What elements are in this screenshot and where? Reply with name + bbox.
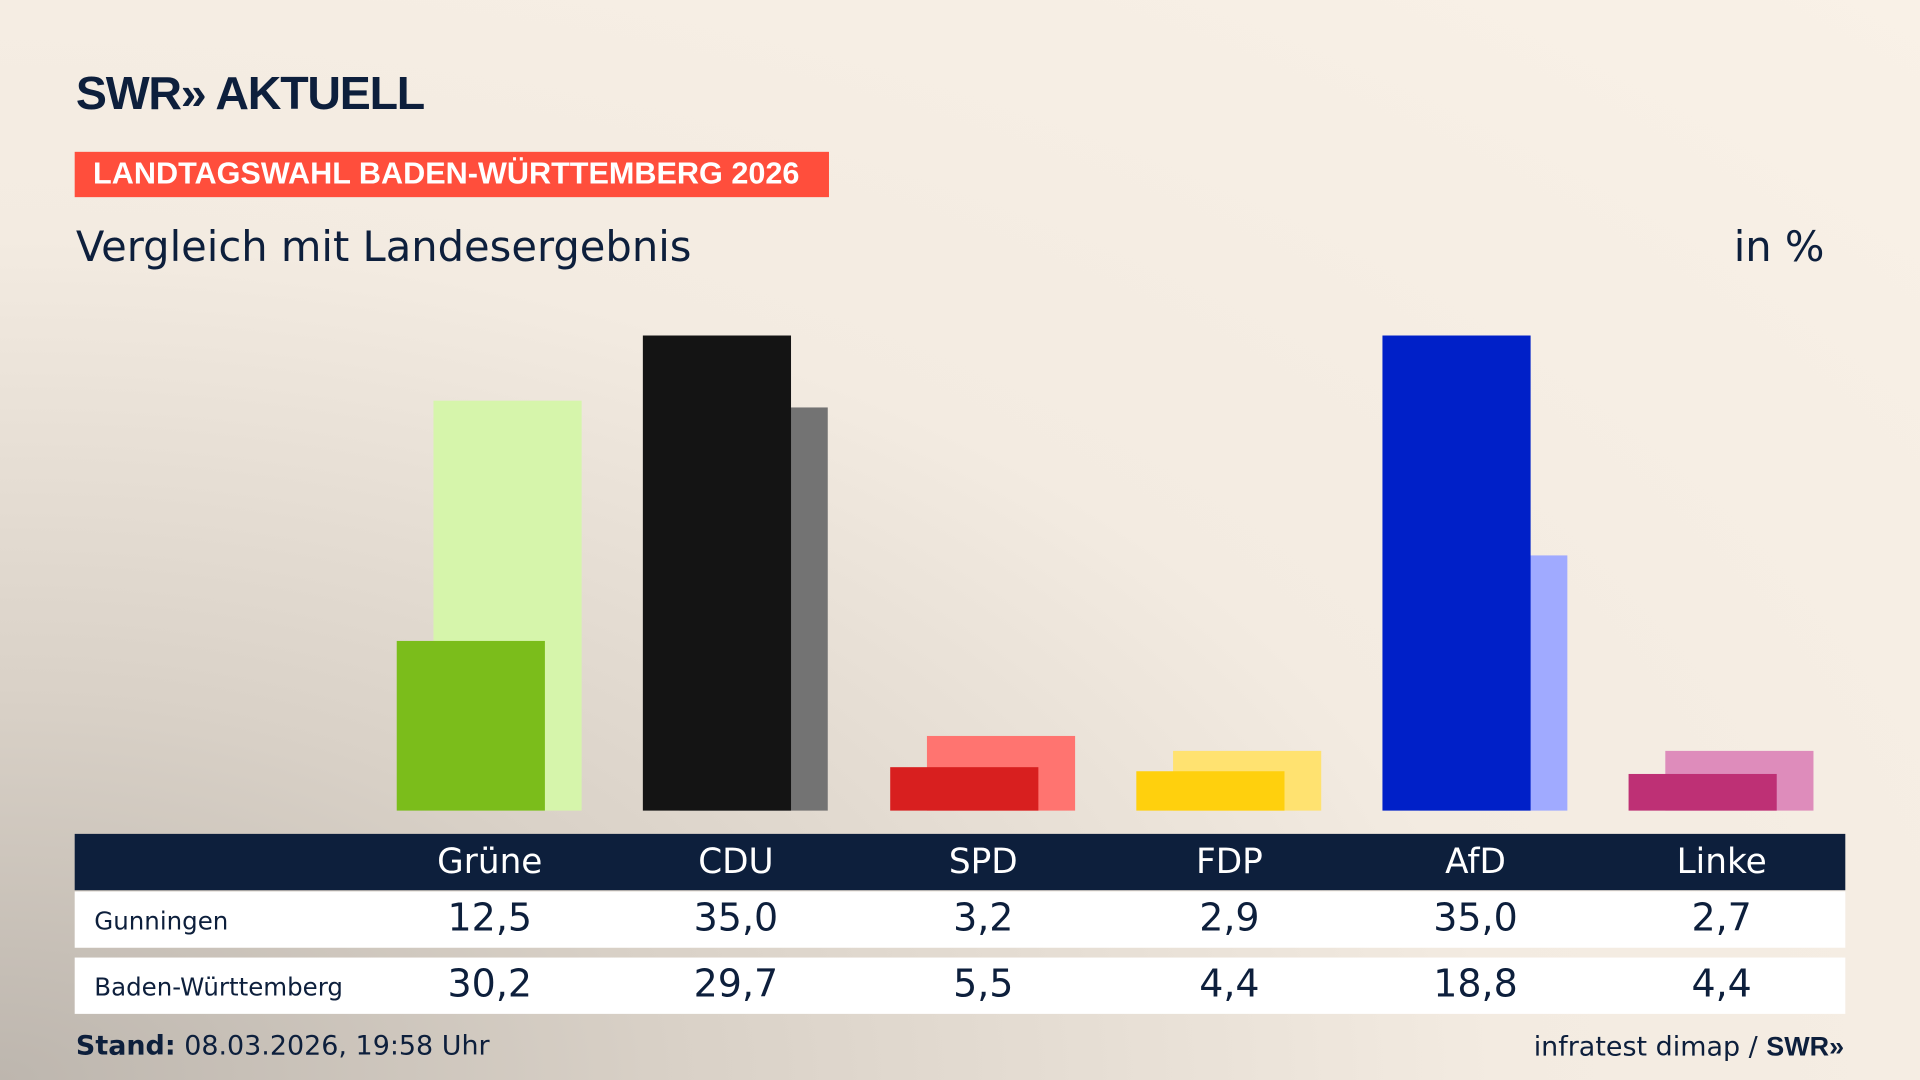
value-cell: 2,9: [1199, 896, 1260, 941]
bar-spd-local: [890, 767, 1039, 811]
swr-logo: SWR»: [1766, 1031, 1845, 1062]
row-label: Baden-Württemberg: [94, 972, 343, 1002]
table-header: Grüne CDU SPD FDP AfD Linke: [74, 833, 1846, 891]
column-header: CDU: [698, 841, 774, 882]
value-cell: 29,7: [693, 962, 779, 1007]
bar-linke-local: [1628, 773, 1777, 811]
row-label: Gunningen: [94, 906, 229, 936]
column-header: SPD: [948, 841, 1018, 882]
value-cell: 4,4: [1199, 962, 1260, 1007]
source: infratest dimap / SWR»: [1534, 1031, 1844, 1063]
election-banner: LANDTAGSWAHL BADEN-WÜRTTEMBERG 2026: [74, 151, 829, 198]
value-cell: 3,2: [953, 896, 1014, 941]
column-header: AfD: [1445, 841, 1506, 882]
value-cell: 5,5: [953, 962, 1014, 1007]
value-cell: 35,0: [693, 896, 779, 941]
bar-afd-local: [1382, 335, 1531, 811]
unit-label: in %: [1733, 222, 1825, 272]
column-header: Linke: [1676, 841, 1767, 882]
value-cell: 2,7: [1691, 896, 1752, 941]
table-row-gunningen: Gunningen 12,5 35,0 3,2 2,9 35,0 2,7: [74, 891, 1846, 948]
bar-fdp-local: [1136, 771, 1285, 811]
value-cell: 18,8: [1433, 962, 1518, 1007]
value-cell: 4,4: [1691, 962, 1752, 1007]
table-row-bw: Baden-Württemberg 30,2 29,7 5,5 4,4 18,8 4,4: [74, 957, 1846, 1014]
stand-value: 08.03.2026, 19:58 Uhr: [184, 1031, 490, 1062]
timestamp: Stand: 08.03.2026, 19:58 Uhr: [76, 1031, 490, 1062]
value-cell: 35,0: [1433, 896, 1518, 941]
column-header: FDP: [1195, 841, 1263, 882]
bar-cdu-local: [642, 335, 792, 811]
bar-grüne-local: [396, 640, 545, 811]
value-cell: 12,5: [447, 896, 533, 941]
column-header: Grüne: [437, 841, 543, 882]
chart-subtitle: Vergleich mit Landesergebnis: [75, 222, 692, 272]
value-cell: 30,2: [447, 962, 533, 1007]
stand-label: Stand:: [75, 1031, 176, 1062]
source-text: infratest dimap /: [1533, 1032, 1767, 1063]
swr-aktuell-logo: SWR» AKTUELL: [75, 68, 425, 121]
